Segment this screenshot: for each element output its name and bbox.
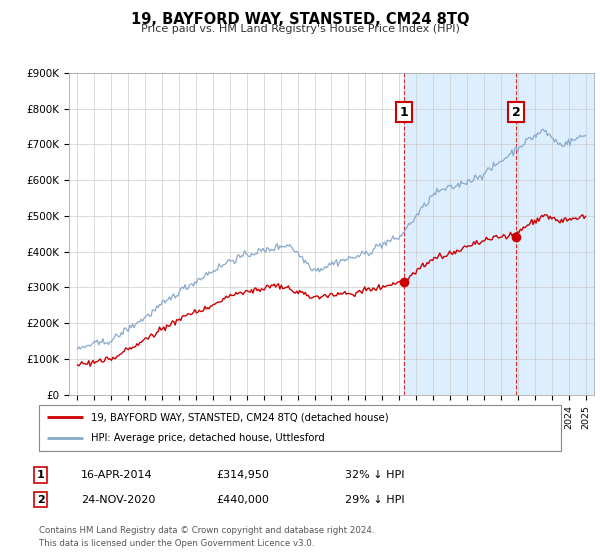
- Text: 19, BAYFORD WAY, STANSTED, CM24 8TQ: 19, BAYFORD WAY, STANSTED, CM24 8TQ: [131, 12, 469, 27]
- Text: 32% ↓ HPI: 32% ↓ HPI: [345, 470, 404, 480]
- Text: 2: 2: [512, 106, 520, 119]
- Text: £314,950: £314,950: [216, 470, 269, 480]
- Text: 16-APR-2014: 16-APR-2014: [81, 470, 152, 480]
- FancyBboxPatch shape: [39, 405, 561, 451]
- Text: 19, BAYFORD WAY, STANSTED, CM24 8TQ (detached house): 19, BAYFORD WAY, STANSTED, CM24 8TQ (det…: [91, 412, 389, 422]
- Text: Price paid vs. HM Land Registry's House Price Index (HPI): Price paid vs. HM Land Registry's House …: [140, 24, 460, 34]
- Text: 1: 1: [400, 106, 409, 119]
- Text: £440,000: £440,000: [216, 494, 269, 505]
- Text: 2: 2: [37, 494, 44, 505]
- Text: HPI: Average price, detached house, Uttlesford: HPI: Average price, detached house, Uttl…: [91, 433, 325, 444]
- Text: 29% ↓ HPI: 29% ↓ HPI: [345, 494, 404, 505]
- Text: 24-NOV-2020: 24-NOV-2020: [81, 494, 155, 505]
- Bar: [404, 73, 594, 395]
- Text: 1: 1: [37, 470, 44, 480]
- Text: Contains HM Land Registry data © Crown copyright and database right 2024.: Contains HM Land Registry data © Crown c…: [39, 526, 374, 535]
- Text: This data is licensed under the Open Government Licence v3.0.: This data is licensed under the Open Gov…: [39, 539, 314, 548]
